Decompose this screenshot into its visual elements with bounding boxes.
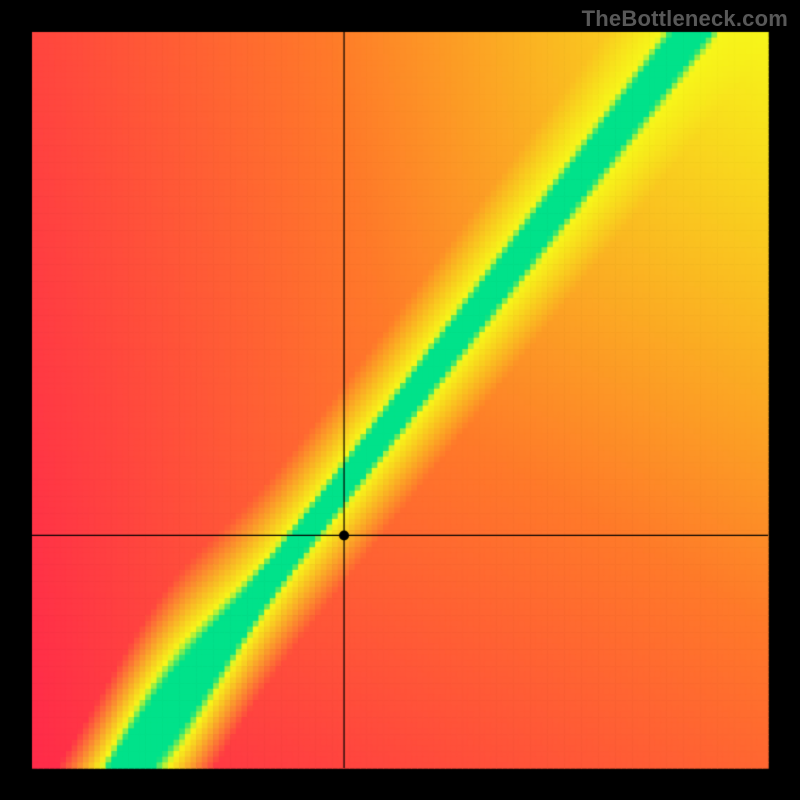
heatmap-canvas — [0, 0, 800, 800]
watermark-text: TheBottleneck.com — [582, 6, 788, 32]
chart-container: TheBottleneck.com — [0, 0, 800, 800]
